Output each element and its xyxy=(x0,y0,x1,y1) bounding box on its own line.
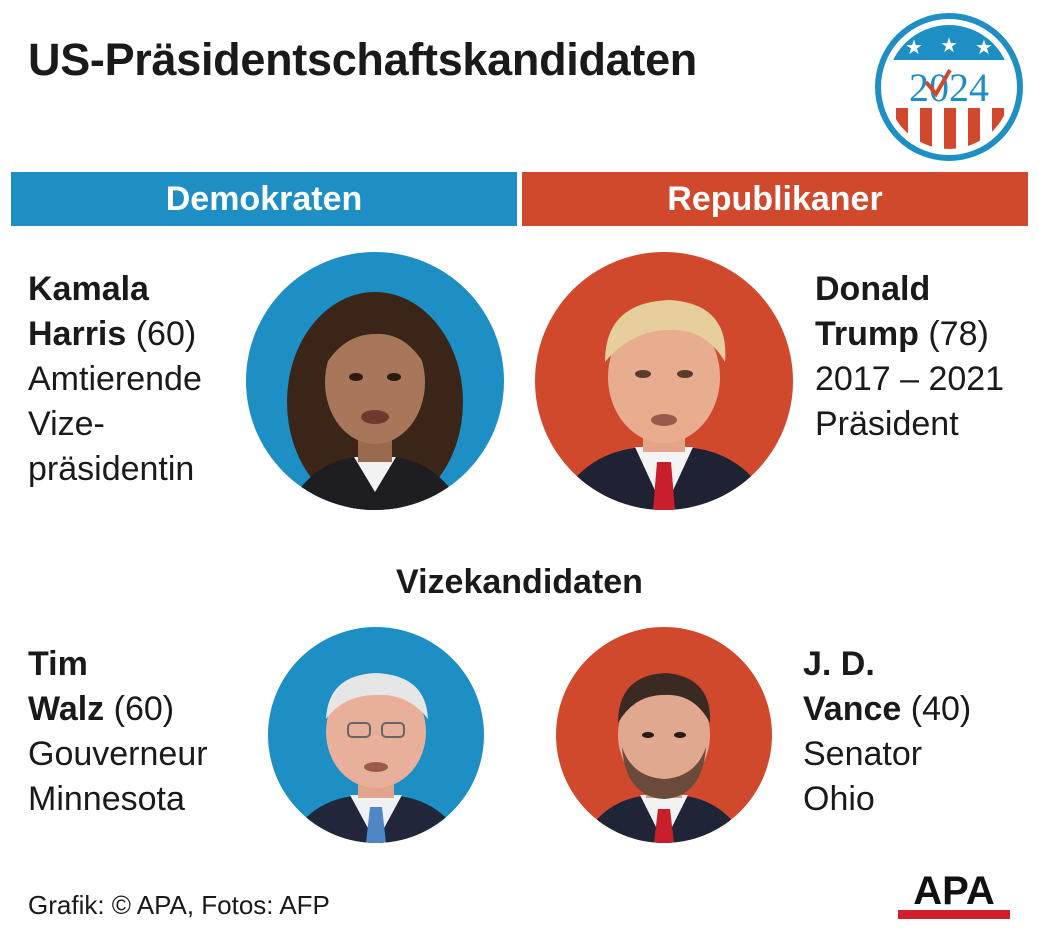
candidate-age: (60) xyxy=(135,315,197,353)
apa-logo-text: APA xyxy=(913,870,994,913)
candidate-desc-line: Minnesota xyxy=(28,780,185,818)
svg-text:★: ★ xyxy=(975,35,993,59)
candidate-first-name: Tim xyxy=(28,645,88,683)
candidate-age: (78) xyxy=(928,315,989,353)
walz-portrait-photo xyxy=(268,627,484,843)
apa-logo-icon: APA xyxy=(898,869,1010,920)
vance-portrait-photo xyxy=(556,627,772,843)
party-label-republicans: Republikaner xyxy=(667,179,883,218)
svg-text:★: ★ xyxy=(905,35,923,59)
candidate-desc-line: 2017 – 2021 xyxy=(815,360,1005,398)
harris-portrait-photo xyxy=(246,252,504,510)
vice-candidates-heading: Vizekandidaten xyxy=(396,563,643,601)
candidate-first-name: Kamala xyxy=(28,270,149,308)
election-2024-badge-icon: ★ ★ ★ 2024 xyxy=(874,12,1024,162)
candidate-walz-info: Tim Walz (60) Gouverneur Minnesota xyxy=(28,642,208,822)
candidate-desc-line: Ohio xyxy=(803,780,875,818)
candidate-desc-line: Amtierende xyxy=(28,360,202,398)
candidate-desc-line: Vize- xyxy=(28,405,105,443)
party-bar-democrats: Demokraten xyxy=(11,172,517,226)
candidate-desc-line: Senator xyxy=(803,735,923,773)
candidate-desc-line: Präsident xyxy=(815,405,959,443)
party-bar-republicans: Republikaner xyxy=(522,172,1028,226)
credit-text: Grafik: © APA, Fotos: AFP xyxy=(28,890,330,920)
candidate-first-name: Donald xyxy=(815,270,931,308)
trump-portrait-photo xyxy=(535,252,793,510)
candidate-last-name: Harris xyxy=(28,315,127,353)
candidate-last-name: Walz xyxy=(28,690,105,728)
candidate-desc-line: präsidentin xyxy=(28,450,195,488)
candidate-vance-info: J. D. Vance (40) Senator Ohio xyxy=(803,642,971,822)
candidate-desc-line: Gouverneur xyxy=(28,735,208,773)
candidate-first-name: J. D. xyxy=(803,645,875,683)
page-title: US-Präsidentschaftskandidaten xyxy=(28,34,697,85)
candidate-age: (40) xyxy=(910,690,972,728)
candidate-last-name: Trump xyxy=(815,315,919,353)
candidate-last-name: Vance xyxy=(803,690,902,728)
party-label-democrats: Demokraten xyxy=(165,179,363,218)
svg-text:★: ★ xyxy=(940,33,958,57)
candidate-trump-info: Donald Trump (78) 2017 – 2021 Präsident xyxy=(815,267,1004,447)
candidate-age: (60) xyxy=(113,690,175,728)
candidate-harris-info: Kamala Harris (60) Amtierende Vize- präs… xyxy=(28,267,202,492)
